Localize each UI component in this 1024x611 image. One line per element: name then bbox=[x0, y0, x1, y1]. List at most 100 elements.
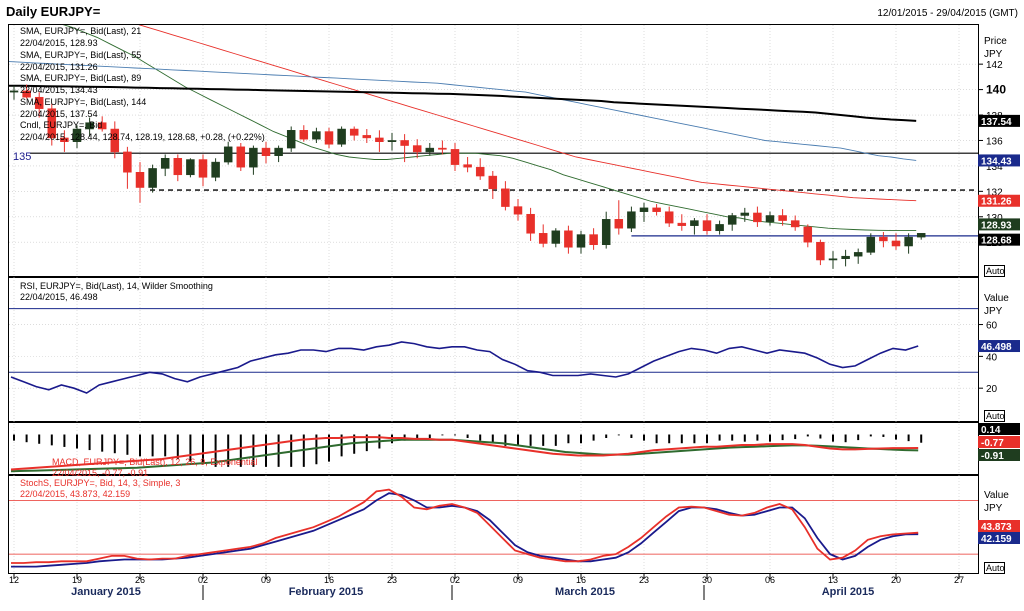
candle-up bbox=[186, 159, 195, 176]
x-day-label: 23 bbox=[387, 575, 397, 585]
price-tick-label: 134 bbox=[986, 162, 1003, 173]
macd-legend-line2: 22/04/2015, -0.77, -0.91 bbox=[52, 468, 148, 478]
legend-sma21-line2: 22/04/2015, 128.93 bbox=[20, 38, 98, 48]
price-legend: SMA, EURJPY=, Bid(Last), 21 22/04/2015, … bbox=[20, 26, 265, 142]
rsi-auto-box[interactable] bbox=[984, 410, 1005, 422]
candle-up bbox=[627, 211, 636, 229]
macd-panel-frame bbox=[8, 422, 979, 475]
rsi-legend-line1: RSI, EURJPY=, Bid(Last), 14, Wilder Smoo… bbox=[20, 281, 213, 291]
price-tick-label: 136 bbox=[986, 136, 1003, 147]
level-label-135: 135 bbox=[13, 151, 31, 163]
candle-up bbox=[639, 207, 649, 212]
macd-legend-line1: MACD, EURJPY=, Bid(Last), 12, 26, 9, Exp… bbox=[52, 457, 257, 467]
legend-sma55-line2: 22/04/2015, 131.26 bbox=[20, 62, 98, 72]
x-day-label: 19 bbox=[72, 575, 82, 585]
rsi-tick-label: 40 bbox=[986, 352, 998, 363]
stoch-auto-box[interactable] bbox=[984, 562, 1005, 574]
candle-down bbox=[135, 172, 145, 188]
candle-down bbox=[589, 234, 598, 245]
macd-histogram-badge-bg bbox=[978, 423, 1020, 435]
legend-candle-line2: 22/04/2015, 128.44, 128.74, 128.19, 128.… bbox=[20, 132, 265, 142]
stoch-k-badge: 43.873 bbox=[981, 522, 1012, 533]
candle-up bbox=[601, 219, 611, 245]
rsi-tick-label: 60 bbox=[986, 321, 998, 332]
candle-down bbox=[400, 140, 409, 146]
x-month-label: March 2015 bbox=[555, 586, 615, 598]
x-day-label: 16 bbox=[576, 575, 586, 585]
candle-up bbox=[312, 131, 321, 140]
rsi-axis-ticks: 60 40 20 bbox=[9, 321, 998, 395]
candle-down bbox=[324, 131, 334, 145]
candle-up bbox=[160, 158, 170, 169]
candle-down bbox=[475, 166, 485, 177]
candle-down bbox=[299, 130, 309, 140]
x-day-label: 16 bbox=[324, 575, 334, 585]
price-tick-label: 142 bbox=[986, 60, 1003, 71]
price-badge-bg bbox=[978, 233, 1020, 246]
candle-down bbox=[664, 211, 674, 224]
x-month-label: April 2015 bbox=[822, 586, 875, 598]
macd-badge-bg bbox=[978, 436, 1020, 448]
candle-down bbox=[349, 128, 359, 136]
candle-down bbox=[450, 149, 460, 165]
candlesticks bbox=[9, 84, 926, 269]
legend-candle-line1: Cndl, EURJPY=, Bid bbox=[20, 120, 102, 130]
stoch-d-badge: 42.159 bbox=[981, 534, 1012, 545]
candle-down bbox=[34, 96, 44, 109]
candle-down bbox=[790, 220, 800, 228]
macd-line bbox=[10, 436, 919, 471]
candle-up bbox=[148, 168, 157, 188]
candle-down bbox=[438, 147, 447, 150]
candle-up bbox=[904, 236, 913, 247]
x-month-label: February 2015 bbox=[289, 586, 364, 598]
rsi-line bbox=[10, 341, 919, 394]
sma-line-144 bbox=[9, 84, 917, 122]
candle-down bbox=[412, 145, 422, 153]
candle-up bbox=[740, 212, 750, 216]
price-badge-128.93: 128.93 bbox=[981, 220, 1012, 231]
candle-up bbox=[828, 258, 838, 261]
legend-sma144-line2: 22/04/2015, 137.54 bbox=[20, 109, 98, 119]
candle-up bbox=[425, 147, 435, 153]
candle-up bbox=[72, 128, 82, 142]
rsi-badge-bg bbox=[978, 340, 1020, 353]
candle-down bbox=[702, 220, 712, 232]
price-tick-label: 140 bbox=[986, 83, 1006, 97]
candle-up bbox=[866, 236, 876, 253]
sma-line-21 bbox=[62, 25, 917, 231]
price-badges: 137.54 134.43 131.26 128.93 128.68 bbox=[978, 114, 1020, 247]
candle-up bbox=[9, 90, 19, 93]
candle-down bbox=[97, 122, 107, 130]
x-day-label: 13 bbox=[828, 575, 838, 585]
candle-up bbox=[690, 220, 699, 226]
legend-sma21-line1: SMA, EURJPY=, Bid(Last), 21 bbox=[20, 26, 141, 36]
candle-up bbox=[286, 130, 296, 149]
price-auto-label: Auto bbox=[986, 266, 1005, 276]
x-day-label: 09 bbox=[261, 575, 271, 585]
price-badge-128.68: 128.68 bbox=[981, 236, 1012, 247]
price-badge-131.26: 131.26 bbox=[981, 197, 1012, 208]
stoch-legend-line1: StochS, EURJPY=, Bid, 14, 3, Simple, 3 bbox=[20, 478, 180, 488]
rsi-series: 46.498 bbox=[9, 308, 1020, 394]
x-day-label: 12 bbox=[9, 575, 19, 585]
candle-down bbox=[513, 206, 523, 215]
chart-title: Daily EURJPY= bbox=[6, 4, 101, 19]
x-day-label: 02 bbox=[198, 575, 208, 585]
price-auto-box[interactable] bbox=[984, 265, 1005, 277]
date-range: 12/01/2015 - 29/04/2015 (GMT) bbox=[877, 8, 1018, 19]
candle-up bbox=[551, 230, 561, 244]
rsi-auto-label: Auto bbox=[986, 411, 1005, 421]
rsi-legend-line2: 22/04/2015, 46.498 bbox=[20, 292, 98, 302]
candle-down bbox=[778, 215, 787, 221]
legend-sma144-line1: SMA, EURJPY=, Bid(Last), 144 bbox=[20, 97, 146, 107]
candle-up bbox=[916, 233, 926, 238]
candle-up bbox=[853, 252, 863, 257]
macd-series bbox=[10, 434, 923, 473]
candle-down bbox=[198, 159, 208, 178]
price-axis-unit: JPY bbox=[984, 49, 1003, 60]
x-month-label: January 2015 bbox=[71, 586, 141, 598]
price-axis-title: Price bbox=[984, 36, 1007, 47]
candle-up bbox=[337, 128, 346, 145]
